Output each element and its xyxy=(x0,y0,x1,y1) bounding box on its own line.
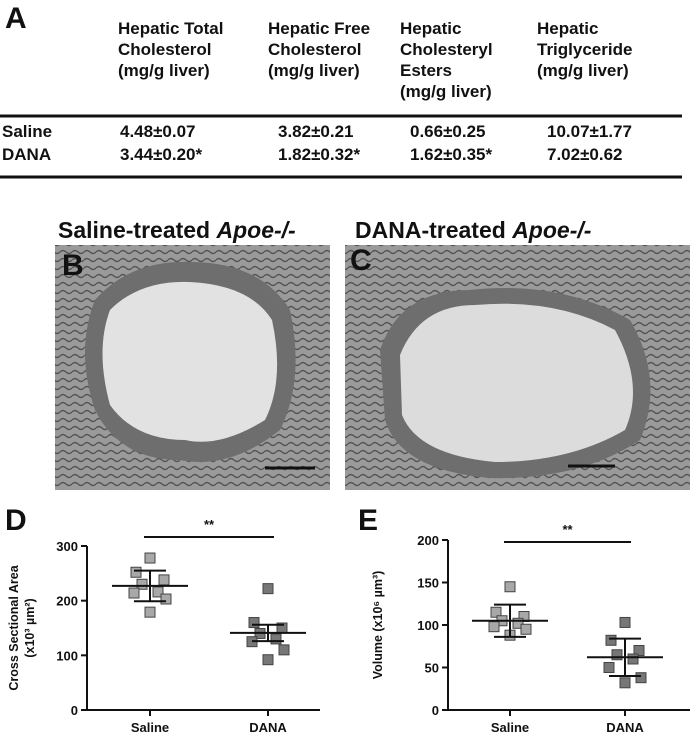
point xyxy=(619,677,631,689)
table-cell: 4.48±0.07 xyxy=(120,122,196,141)
y-tick-label: 50 xyxy=(425,661,439,676)
x-tick-label: DANA xyxy=(249,720,287,735)
table-header: Esters xyxy=(400,61,452,80)
point xyxy=(270,633,282,645)
table-cell: 7.02±0.62 xyxy=(547,145,623,164)
y-tick-label: 200 xyxy=(56,594,78,609)
x-tick-label: Saline xyxy=(131,720,169,735)
table-cell: Saline xyxy=(2,122,52,141)
point xyxy=(262,654,274,666)
table-header: (mg/g liver) xyxy=(400,82,492,101)
significance-label: ** xyxy=(562,522,573,537)
table-cell: 10.07±1.77 xyxy=(547,122,632,141)
image-title-italic: Apoe-/- xyxy=(216,217,296,243)
table-cell: 0.66±0.25 xyxy=(410,122,486,141)
point xyxy=(627,653,639,665)
y-tick-label: 100 xyxy=(56,648,78,663)
point xyxy=(144,606,156,618)
table-cell: DANA xyxy=(2,145,51,164)
panel-label: C xyxy=(350,244,372,277)
y-axis-label: Volume (x10⁶ µm³) xyxy=(371,571,385,680)
significance-label: ** xyxy=(204,517,215,532)
image-title: Saline-treated Apoe-/- xyxy=(58,217,296,243)
point xyxy=(504,581,516,593)
table-header: Cholesterol xyxy=(118,40,212,59)
table-cell: 3.44±0.20* xyxy=(120,145,203,164)
x-tick-label: Saline xyxy=(491,720,529,735)
table-header: Hepatic Free xyxy=(268,19,370,38)
image-title-text: DANA-treated xyxy=(355,217,512,243)
point xyxy=(278,644,290,656)
table-cell: 1.62±0.35* xyxy=(410,145,493,164)
point xyxy=(635,672,647,684)
image-title-text: Saline-treated xyxy=(58,217,217,243)
point xyxy=(136,578,148,590)
point xyxy=(144,552,156,564)
point xyxy=(619,616,631,628)
point xyxy=(633,645,645,656)
table-header: Hepatic xyxy=(537,19,598,38)
point xyxy=(605,634,617,646)
y-axis-label: (x10³ µm²) xyxy=(23,598,37,657)
point xyxy=(488,621,500,633)
point xyxy=(520,623,532,635)
table-header: (mg/g liver) xyxy=(537,61,629,80)
y-tick-label: 200 xyxy=(417,533,439,548)
point xyxy=(262,583,274,595)
table-header: Hepatic Total xyxy=(118,19,223,38)
table-header: Cholesteryl xyxy=(400,40,493,59)
y-tick-label: 300 xyxy=(56,539,78,554)
panel-label: E xyxy=(358,504,378,537)
point xyxy=(130,566,142,578)
micrograph-b xyxy=(55,245,330,490)
table-cell: 1.82±0.32* xyxy=(278,145,361,164)
point xyxy=(512,617,524,629)
point xyxy=(611,649,623,661)
point xyxy=(128,587,140,599)
point xyxy=(160,593,172,605)
table-header: (mg/g liver) xyxy=(118,61,210,80)
table-cell: 3.82±0.21 xyxy=(278,122,354,141)
y-tick-label: 100 xyxy=(417,618,439,633)
table-header: Cholesterol xyxy=(268,40,362,59)
y-axis-label: Cross Sectional Area xyxy=(7,564,21,690)
table-header: Triglyceride xyxy=(537,40,632,59)
table-header: (mg/g liver) xyxy=(268,61,360,80)
point xyxy=(152,586,164,598)
point xyxy=(248,617,260,629)
image-title-italic: Apoe-/- xyxy=(511,217,591,243)
table-header: Hepatic xyxy=(400,19,461,38)
y-tick-label: 150 xyxy=(417,576,439,591)
point xyxy=(603,662,615,673)
panel-label: B xyxy=(62,249,84,282)
panel-label: A xyxy=(5,2,27,35)
x-tick-label: DANA xyxy=(606,720,644,735)
point xyxy=(490,606,502,618)
point xyxy=(158,574,170,586)
y-tick-label: 0 xyxy=(432,703,439,718)
panel-label: D xyxy=(5,504,27,537)
micrograph-c xyxy=(345,245,690,490)
y-tick-label: 0 xyxy=(71,703,78,718)
image-title: DANA-treated Apoe-/- xyxy=(355,217,591,243)
